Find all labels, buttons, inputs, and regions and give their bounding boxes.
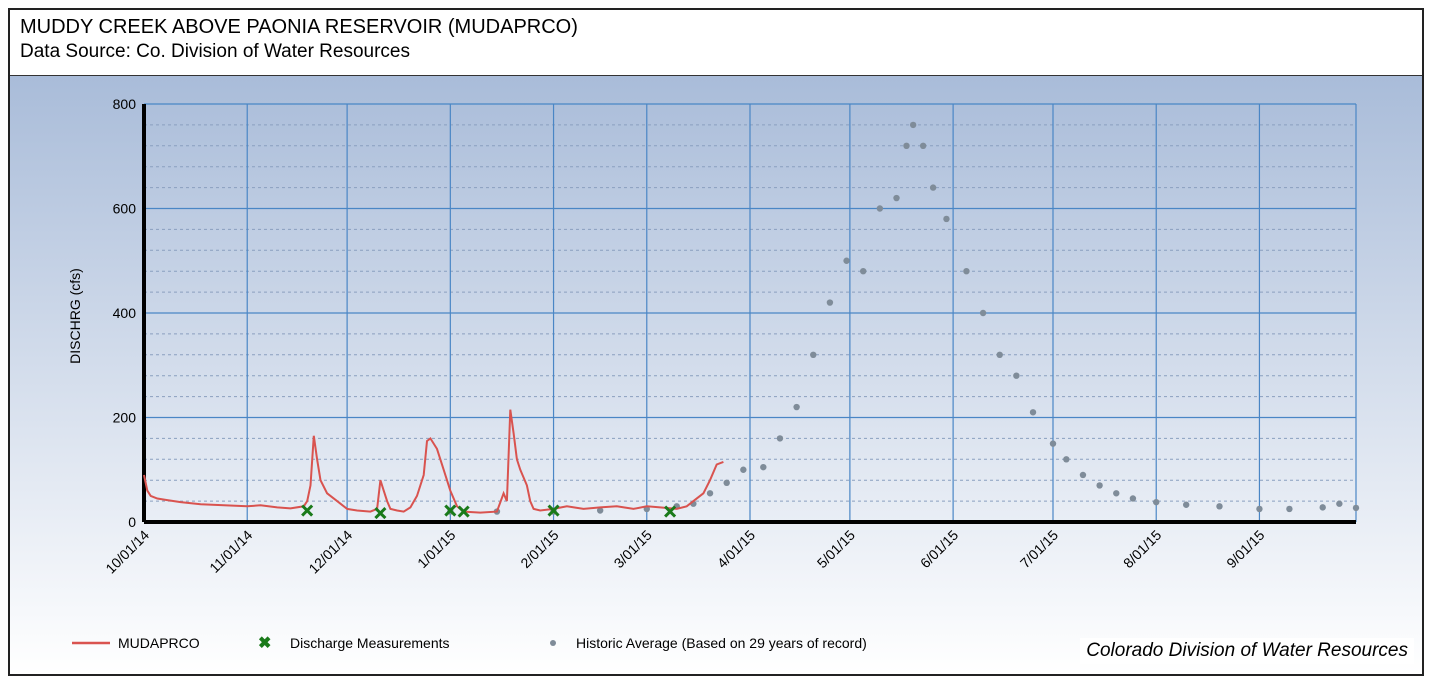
historic-average-point xyxy=(1049,440,1057,447)
discharge-measurement-point xyxy=(457,505,470,518)
discharge-measurement-point xyxy=(374,507,387,520)
legend-label-mudaprco: MUDAPRCO xyxy=(118,635,200,651)
historic-average-point xyxy=(893,194,900,202)
historic-average-point xyxy=(963,268,970,275)
historic-average-point xyxy=(843,257,850,264)
legend-swatch-historic xyxy=(550,640,556,646)
y-axis-label: DISCHRG (cfs) xyxy=(67,268,83,364)
discharge-measurement-point xyxy=(547,504,560,517)
historic-average-point xyxy=(723,479,730,487)
historic-average-point xyxy=(760,463,767,471)
legend-swatch-measurement: ✖ xyxy=(258,635,271,652)
historic-average-point xyxy=(1113,490,1120,497)
historic-average-point xyxy=(1256,505,1263,513)
discharge-measurement-point xyxy=(301,504,314,517)
historic-average-point xyxy=(1096,482,1103,489)
y-tick-labels: 0 200 400 600 800 xyxy=(113,96,137,530)
historic-average-point xyxy=(1319,504,1326,511)
historic-average-point xyxy=(706,490,714,497)
chart-background xyxy=(10,76,1422,674)
historic-average-point xyxy=(1129,495,1137,502)
historic-average-point xyxy=(919,142,927,149)
historic-average-point xyxy=(860,268,867,275)
historic-average-point xyxy=(740,466,747,473)
axes xyxy=(142,104,1356,524)
historic-average-point xyxy=(596,507,604,514)
historic-average-point xyxy=(979,309,987,317)
discharge-measurement-point xyxy=(444,504,457,517)
historic-average-point xyxy=(929,184,937,191)
discharge-measurement-point xyxy=(664,505,677,518)
chart-header: MUDDY CREEK ABOVE PAONIA RESERVOIR (MUDA… xyxy=(10,10,1422,76)
legend-label-historic: Historic Average (Based on 29 years of r… xyxy=(576,635,867,651)
historic-average-point xyxy=(876,205,884,212)
historic-average-point xyxy=(1153,498,1160,506)
legend-label-measurements: Discharge Measurements xyxy=(290,635,450,651)
y-tick-label: 600 xyxy=(113,201,137,217)
mudaprco-series xyxy=(143,409,724,514)
historic-average-point xyxy=(826,299,834,306)
y-tick-label: 800 xyxy=(113,96,137,112)
historic-average-point xyxy=(1352,504,1360,512)
y-tick-label: 0 xyxy=(128,514,136,530)
legend: MUDAPRCO ✖ Discharge Measurements Histor… xyxy=(72,635,867,652)
historic-average-point xyxy=(1216,503,1223,510)
chart-subtitle: Data Source: Co. Division of Water Resou… xyxy=(20,41,411,62)
historic-average-point xyxy=(943,215,950,223)
chart-title: MUDDY CREEK ABOVE PAONIA RESERVOIR (MUDA… xyxy=(20,16,578,38)
discharge-measurements-series xyxy=(301,504,677,520)
historic-average-point xyxy=(1029,409,1037,416)
historic-average-point xyxy=(1286,505,1293,513)
historic-average-point xyxy=(810,351,817,358)
y-tick-label: 400 xyxy=(113,305,137,321)
historic-average-point xyxy=(1182,501,1190,508)
historic-average-point xyxy=(1013,372,1020,379)
historic-average-point xyxy=(1063,456,1070,463)
historic-average-point xyxy=(1079,471,1087,479)
historic-average-point xyxy=(996,351,1003,358)
historic-average-point xyxy=(903,142,910,149)
credit-label: Colorado Division of Water Resources xyxy=(1080,638,1414,664)
historic-average-point xyxy=(909,121,917,129)
mudaprco-line xyxy=(143,409,724,514)
historic-average-point xyxy=(776,435,784,442)
chart-frame: MUDDY CREEK ABOVE PAONIA RESERVOIR (MUDA… xyxy=(8,8,1424,676)
historic-average-point xyxy=(1336,500,1343,507)
y-tick-label: 200 xyxy=(113,410,137,426)
historic-average-point xyxy=(793,403,800,411)
